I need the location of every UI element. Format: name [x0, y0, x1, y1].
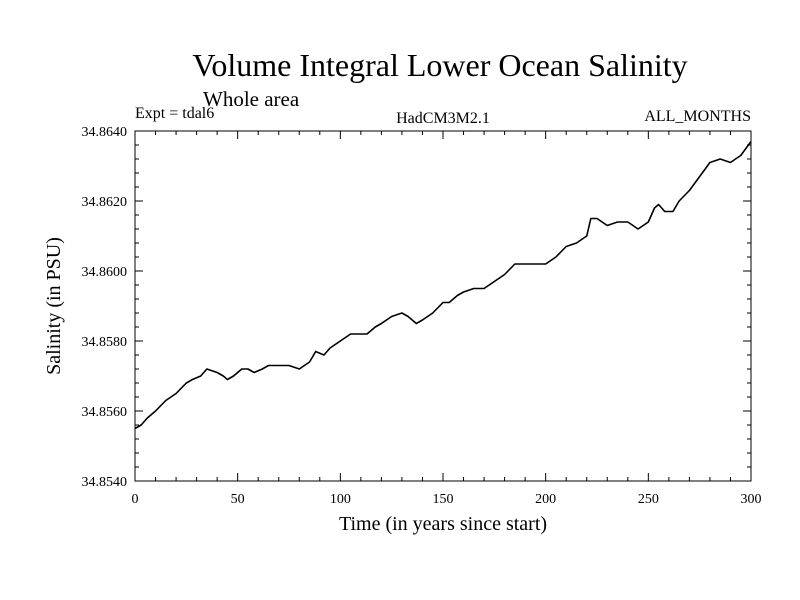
y-axis-ticks — [135, 130, 751, 482]
y-tick-label: 34.8640 — [82, 125, 128, 140]
x-tick-label: 200 — [535, 492, 556, 507]
x-tick-label: 250 — [638, 492, 659, 507]
chart-title: Volume Integral Lower Ocean Salinity — [192, 47, 687, 83]
x-tick-label: 100 — [330, 492, 351, 507]
x-tick-label: 300 — [741, 492, 762, 507]
period-label: ALL_MONTHS — [644, 108, 751, 125]
y-tick-label: 34.8580 — [82, 335, 128, 350]
experiment-label: Expt = tdal6 — [135, 105, 214, 122]
y-tick-label: 34.8560 — [82, 405, 128, 420]
plot-frame — [134, 130, 752, 482]
model-label: HadCM3M2.1 — [396, 110, 490, 127]
x-tick-label: 150 — [433, 492, 454, 507]
y-tick-label: 34.8600 — [82, 265, 128, 280]
series-line — [134, 141, 752, 430]
y-tick-label: 34.8620 — [82, 195, 128, 210]
y-axis-tick-labels: 34.8540 34.8560 34.8580 34.8600 34.8620 34.86… — [82, 125, 128, 490]
x-axis-label: Time (in years since start) — [339, 513, 547, 535]
series-group — [134, 141, 752, 430]
x-tick-label: 50 — [231, 492, 245, 507]
x-tick-label: 0 — [132, 492, 139, 507]
y-tick-label: 34.8540 — [82, 475, 128, 490]
chart-subtitle: Whole area — [203, 87, 300, 111]
x-axis-ticks — [134, 131, 752, 481]
y-axis-label: Salinity (in PSU) — [43, 237, 65, 375]
x-axis-tick-labels: 0 50 100 150 200 250 300 — [132, 492, 762, 507]
